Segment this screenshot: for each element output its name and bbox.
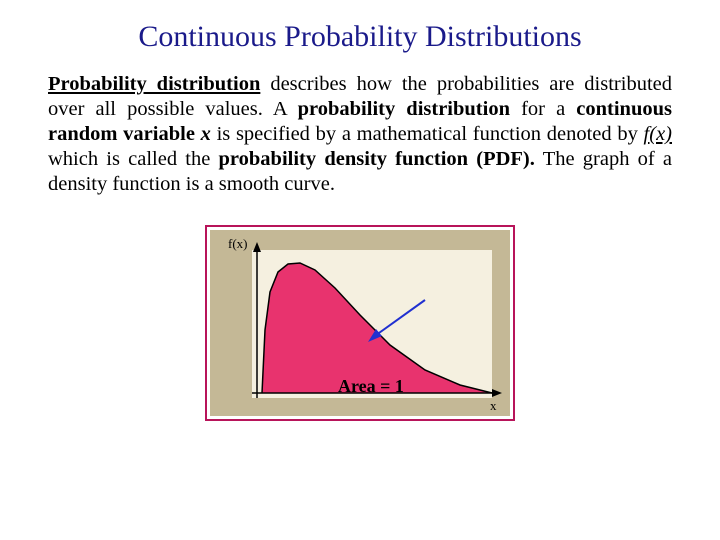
x-axis-label: x — [490, 398, 497, 413]
text-seg-10: probability density function (PDF). — [219, 148, 535, 170]
text-seg-8: f(x) — [644, 123, 672, 145]
slide-container: Continuous Probability Distributions Pro… — [0, 0, 720, 421]
y-axis-label: f(x) — [228, 236, 248, 251]
slide-title: Continuous Probability Distributions — [48, 20, 672, 54]
text-seg-1: Probability distribution — [48, 73, 260, 95]
text-seg-6: x — [201, 123, 211, 145]
text-seg-4: for a — [510, 98, 576, 120]
area-label: Area = 1 — [338, 376, 404, 397]
body-paragraph: Probability distribution describes how t… — [48, 72, 672, 197]
text-seg-7: is specified by a mathematical function … — [211, 123, 644, 145]
text-seg-9: which is called the — [48, 148, 219, 170]
text-seg-3: probability distribution — [298, 98, 510, 120]
